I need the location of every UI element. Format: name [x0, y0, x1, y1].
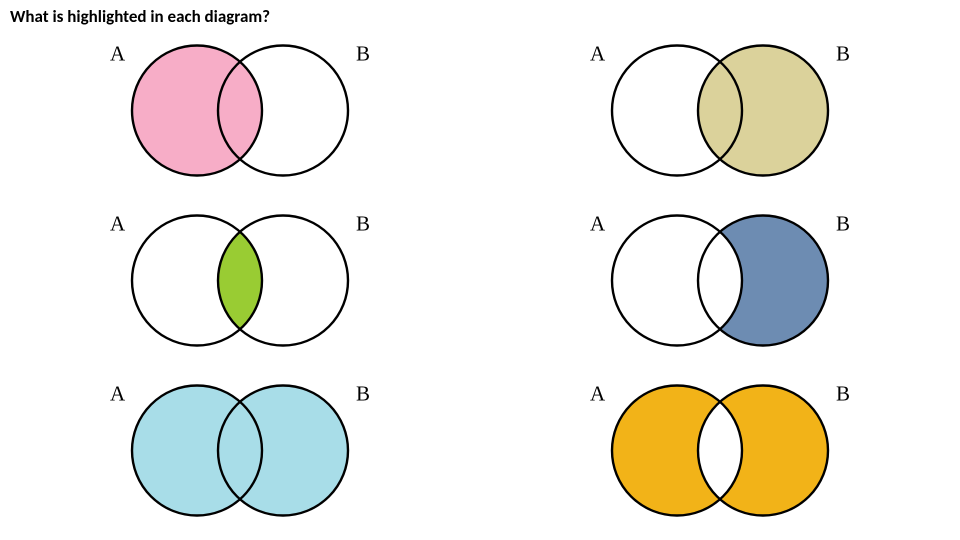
venn-diagram [602, 36, 838, 186]
venn-diagram [122, 36, 358, 186]
venn-wrap: AB [602, 376, 838, 531]
label-b: B [356, 42, 370, 67]
venn-wrap: AB [122, 36, 358, 191]
venn-diagram [602, 206, 838, 356]
label-a: A [110, 382, 125, 407]
label-b: B [836, 212, 850, 237]
venn-diagram [122, 376, 358, 526]
venn-wrap: AB [602, 206, 838, 361]
venn-diagram [602, 376, 838, 526]
venn-cell: AB [0, 28, 480, 198]
label-b: B [836, 382, 850, 407]
diagram-grid: AB AB AB AB AB AB [0, 28, 960, 538]
venn-cell: AB [0, 368, 480, 538]
region-b-only [720, 386, 828, 516]
label-a: A [110, 42, 125, 67]
venn-wrap: AB [602, 36, 838, 191]
venn-wrap: AB [122, 376, 358, 531]
venn-cell: AB [480, 28, 960, 198]
region-b-only [720, 216, 828, 346]
page-title: What is highlighted in each diagram? [10, 6, 270, 27]
label-a: A [590, 212, 605, 237]
venn-cell: AB [0, 198, 480, 368]
venn-cell: AB [480, 198, 960, 368]
label-b: B [836, 42, 850, 67]
venn-wrap: AB [122, 206, 358, 361]
circle-a [612, 216, 742, 346]
label-a: A [590, 42, 605, 67]
venn-diagram [122, 206, 358, 356]
label-b: B [356, 382, 370, 407]
region-a-only [612, 386, 720, 516]
venn-cell: AB [480, 368, 960, 538]
label-b: B [356, 212, 370, 237]
label-a: A [110, 212, 125, 237]
region-intersection [218, 232, 262, 329]
label-a: A [590, 382, 605, 407]
